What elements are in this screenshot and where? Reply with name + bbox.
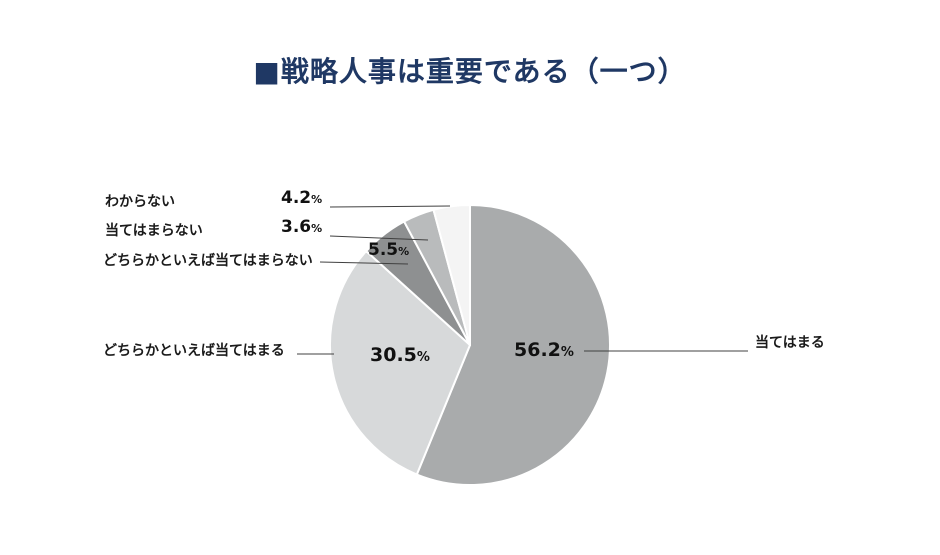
value-label-dochiraka-atehamaru: 30.5% — [370, 344, 430, 366]
percent-sign: % — [416, 350, 430, 365]
value-number: 4.2 — [281, 188, 312, 208]
category-label-dochiraka-atehamaru: どちらかといえば当てはまる — [103, 343, 285, 359]
value-label-atehamaranai: 3.6% — [281, 217, 322, 237]
leader-line-2 — [319, 261, 409, 265]
category-label-dochiraka-atehamaranai: どちらかといえば当てはまらない — [103, 253, 313, 269]
value-number: 3.6 — [281, 217, 312, 237]
percent-sign: % — [311, 222, 323, 235]
value-number: 56.2 — [514, 339, 561, 361]
percent-sign: % — [398, 245, 410, 258]
value-label-atehamaru: 56.2% — [514, 339, 574, 361]
value-label-dochiraka-atehamaranai: 5.5% — [368, 240, 409, 260]
pie-slice-0 — [415, 204, 611, 486]
category-label-atehamaranai: 当てはまらない — [105, 223, 203, 239]
category-label-wakaranai: わからない — [105, 194, 175, 210]
pie-slice-1 — [329, 250, 471, 476]
value-number: 30.5 — [370, 344, 417, 366]
pie-slice-4 — [432, 203, 471, 346]
value-label-wakaranai: 4.2% — [281, 188, 322, 208]
value-number: 5.5 — [368, 240, 399, 260]
leader-line-0 — [329, 205, 451, 208]
leader-line-1 — [329, 235, 429, 241]
category-label-atehamaru: 当てはまる — [755, 335, 825, 351]
percent-sign: % — [311, 193, 323, 206]
chart-title: ■戦略人事は重要である（一つ） — [253, 55, 687, 88]
percent-sign: % — [560, 345, 574, 360]
